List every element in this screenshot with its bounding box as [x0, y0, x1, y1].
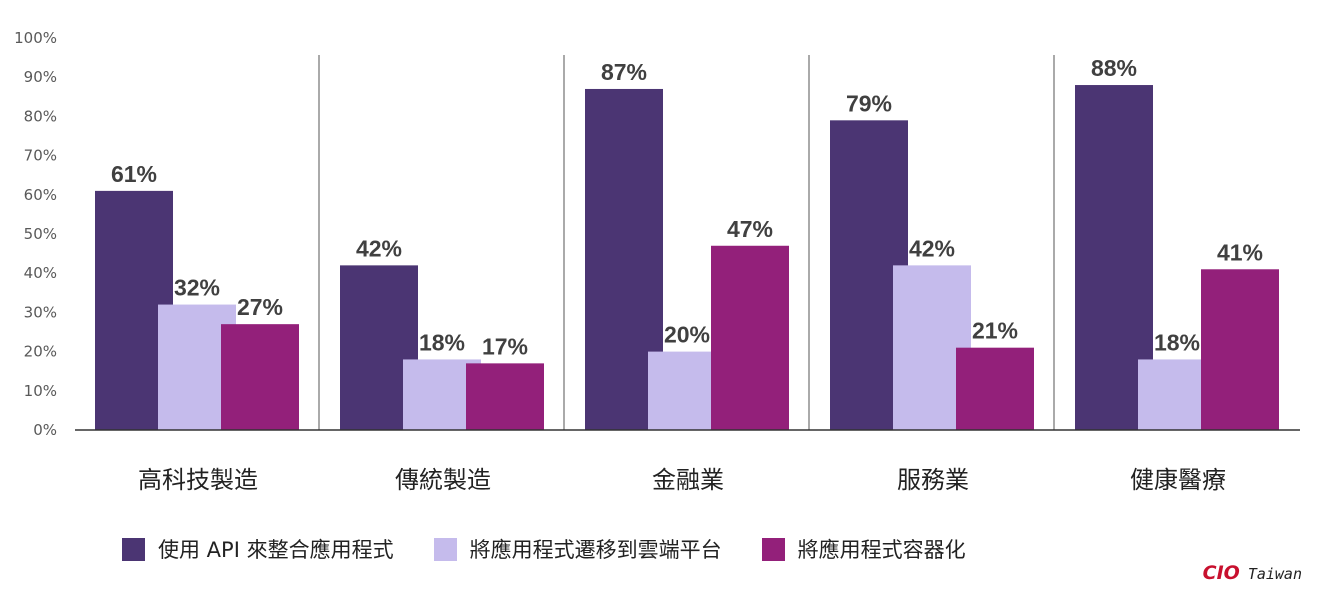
brand-taiwan: Taiwan [1247, 565, 1302, 583]
legend-label-cloud: 將應用程式遷移到雲端平台 [469, 538, 722, 562]
y-tick-label: 10% [24, 382, 57, 400]
y-tick-label: 40% [24, 264, 57, 282]
bar-value-label: 18% [419, 329, 465, 355]
y-tick-label: 30% [24, 303, 57, 321]
legend-swatch-cloud [433, 537, 457, 561]
category-label: 傳統製造 [395, 466, 491, 494]
bar [221, 324, 299, 430]
bar-chart: 0% 10% 20% 30% 40% 50% 60% 70% 80% 90% 100% 61% 32% 2… [14, 29, 1300, 494]
legend-label-api: 使用 API 來整合應用程式 [158, 538, 394, 562]
y-tick-label: 0% [33, 421, 57, 439]
y-tick-label: 60% [24, 186, 57, 204]
category-label: 健康醫療 [1130, 466, 1226, 494]
legend-item-api: 使用 API 來整合應用程式 [122, 534, 394, 564]
bar-value-label: 32% [174, 275, 220, 301]
category-label: 高科技製造 [138, 466, 258, 494]
y-tick-label: 70% [24, 147, 57, 165]
brand-cio: CIO [1202, 562, 1240, 584]
bar-value-label: 17% [482, 333, 528, 359]
legend-item-container: 將應用程式容器化 [761, 534, 966, 564]
bar-value-label: 21% [972, 318, 1018, 344]
y-tick-label: 90% [24, 68, 57, 86]
bar-value-label: 88% [1091, 55, 1137, 81]
legend: 使用 API 來整合應用程式 將應用程式遷移到雲端平台 將應用程式容器化 [122, 534, 1006, 564]
bar-value-label: 79% [846, 90, 892, 116]
bar [466, 363, 544, 430]
bar-value-label: 27% [237, 294, 283, 320]
cio-taiwan-logo: CIO Taiwan [1203, 562, 1302, 584]
bar-value-label: 61% [111, 161, 157, 187]
bar-value-label: 87% [601, 59, 647, 85]
y-tick-label: 50% [24, 225, 57, 243]
legend-item-cloud: 將應用程式遷移到雲端平台 [433, 534, 722, 564]
bar-value-label: 18% [1154, 329, 1200, 355]
bar-value-label: 41% [1217, 239, 1263, 265]
bar-value-label: 47% [727, 216, 773, 242]
legend-swatch-container [761, 537, 785, 561]
bar [1201, 269, 1279, 430]
bar-value-label: 20% [664, 322, 710, 348]
y-tick-label: 100% [14, 29, 57, 47]
y-tick-label: 20% [24, 343, 57, 361]
legend-label-container: 將應用程式容器化 [797, 538, 966, 562]
y-tick-label: 80% [24, 107, 57, 125]
category-label: 金融業 [652, 466, 724, 494]
bar-value-label: 42% [356, 235, 402, 261]
bar [956, 347, 1034, 430]
legend-swatch-api [122, 537, 145, 561]
bar-value-label: 42% [909, 235, 955, 261]
category-label: 服務業 [897, 466, 969, 494]
bar [711, 245, 789, 430]
